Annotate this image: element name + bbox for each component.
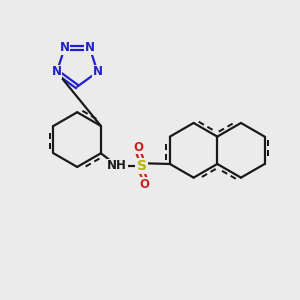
Text: N: N [60,41,70,55]
Text: N: N [85,41,95,55]
Text: O: O [134,141,144,154]
Text: N: N [52,65,62,78]
Text: NH: NH [107,159,127,172]
Text: N: N [92,65,103,78]
Text: O: O [140,178,150,191]
Text: S: S [136,159,147,173]
